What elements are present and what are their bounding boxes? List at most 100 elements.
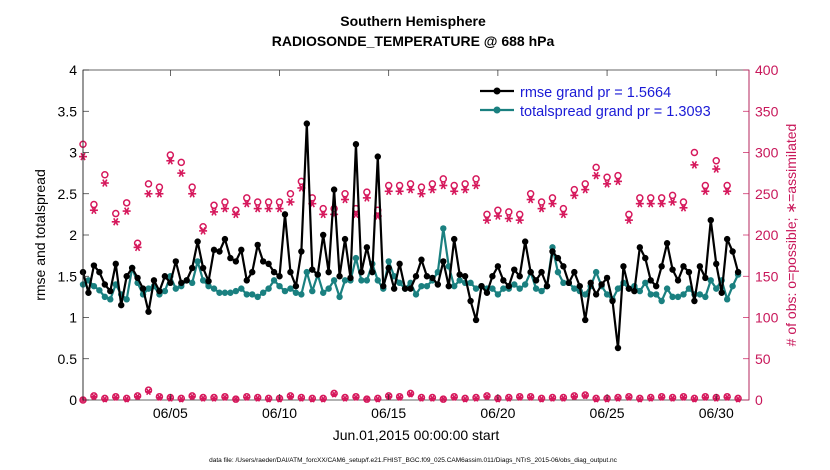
obs-assimilated-point	[275, 204, 284, 213]
obs-assimilated-point	[570, 191, 579, 200]
obs-possible-low-point	[450, 392, 458, 401]
rmse-series-point	[96, 268, 103, 276]
rmse-series-point	[598, 281, 605, 288]
chart-subtitle: RADIOSONDE_TEMPERATURE @ 688 hPa	[272, 33, 555, 49]
totalspread-series-point	[276, 282, 283, 290]
asterisk-stroke	[484, 216, 490, 225]
rmse-series-point	[183, 277, 190, 284]
totalspread-series-point	[472, 285, 480, 292]
totalspread-series-point	[194, 258, 201, 265]
asterisk-stroke	[615, 177, 621, 186]
y-tick-label: 1.5	[58, 268, 78, 284]
legend-rmse-marker	[493, 87, 501, 95]
totalspread-series-point	[642, 279, 649, 287]
rmse-series-point	[221, 235, 229, 243]
asterisk-stroke	[582, 185, 588, 194]
rmse-series-point	[723, 235, 731, 243]
obs-assimilated-low-point	[308, 395, 316, 403]
rmse-series-point	[685, 268, 693, 276]
asterisk-stroke	[724, 394, 730, 401]
rmse-series-point	[358, 268, 365, 276]
obs-possible-point	[428, 180, 437, 188]
obs-assimilated-low-point	[690, 395, 698, 403]
obs-assimilated-point	[319, 210, 328, 219]
asterisk-stroke	[637, 199, 643, 208]
rmse-series-point	[232, 258, 240, 265]
asterisk-stroke	[418, 189, 425, 198]
totalspread-series-point	[560, 279, 567, 287]
asterisk-stroke	[386, 187, 392, 196]
rmse-series-point	[631, 287, 638, 295]
totalspread-series-point	[281, 287, 289, 295]
asterisk-stroke	[713, 165, 719, 173]
rmse-series-point	[642, 254, 649, 262]
asterisk-stroke	[659, 394, 665, 401]
totalspread-series-point	[440, 225, 447, 232]
rmse-series-point	[161, 273, 169, 280]
totalspread-series-point	[259, 289, 267, 296]
totalspread-series-point	[511, 281, 518, 288]
rmse-series-point	[532, 277, 540, 284]
obs-assimilated-low-point	[297, 394, 305, 402]
asterisk-stroke	[571, 393, 577, 401]
y2-tick-label: 0	[755, 392, 763, 408]
rmse-series-point	[243, 277, 250, 284]
obs-assimilated-point	[646, 199, 655, 208]
asterisk-stroke	[549, 199, 556, 208]
asterisk-stroke	[473, 394, 479, 402]
rmse-series-point	[347, 274, 354, 282]
asterisk-stroke	[681, 394, 686, 401]
rmse-series-point	[576, 282, 583, 290]
rmse-series-point	[505, 282, 513, 290]
y2-axis-label: # of obs: o=possible; ∗=assimilated	[783, 124, 799, 347]
obs-assimilated-point	[679, 203, 688, 212]
obs-assimilated-point	[450, 187, 459, 196]
totalspread-series-point	[298, 291, 305, 298]
asterisk-stroke	[462, 395, 468, 403]
rmse-series-point	[254, 241, 261, 249]
totalspread-series-point	[451, 282, 458, 290]
obs-possible-point	[122, 199, 131, 207]
asterisk-stroke	[702, 394, 708, 401]
asterisk-stroke	[222, 204, 228, 213]
asterisk-stroke	[375, 395, 381, 403]
obs-possible-point	[668, 191, 677, 200]
asterisk-stroke	[353, 210, 359, 219]
obs-assimilated-low-point	[505, 394, 513, 402]
legend-box	[475, 78, 743, 120]
obs-assimilated-low-point	[112, 394, 120, 401]
obs-assimilated-point	[111, 217, 120, 226]
totalspread-series-point	[232, 287, 240, 295]
obs-possible-point	[112, 209, 120, 218]
asterisk-stroke	[451, 187, 457, 196]
totalspread-series-point	[516, 285, 523, 292]
obs-assimilated-low-point	[723, 394, 731, 401]
asterisk-stroke	[102, 395, 108, 403]
rmse-series-point	[216, 248, 223, 255]
obs-possible-point	[264, 198, 273, 206]
rmse-series-point	[467, 297, 474, 305]
asterisk-stroke	[407, 185, 414, 194]
asterisk-stroke	[560, 394, 566, 402]
asterisk-stroke	[658, 199, 665, 208]
totalspread-series-point	[396, 279, 403, 287]
rmse-series-point	[538, 268, 545, 276]
obs-assimilated-low-point	[428, 394, 436, 402]
obs-assimilated-point	[417, 189, 426, 198]
asterisk-stroke	[309, 395, 315, 403]
rmse-series-point	[461, 273, 469, 280]
obs-assimilated-point	[253, 204, 262, 213]
obs-possible-low-point	[155, 392, 164, 401]
totalspread-series-point	[582, 291, 589, 298]
obs-assimilated-low-point	[286, 393, 294, 401]
obs-possible-low-point	[90, 392, 98, 400]
obs-possible-point	[90, 200, 98, 209]
obs-possible-point	[461, 180, 469, 188]
totalspread-series-point	[188, 279, 196, 287]
obs-possible-point	[515, 210, 524, 219]
rmse-series-point	[680, 263, 687, 270]
obs-possible-point	[657, 194, 666, 202]
asterisk-stroke	[364, 395, 370, 403]
rmse-series-point	[385, 264, 392, 272]
